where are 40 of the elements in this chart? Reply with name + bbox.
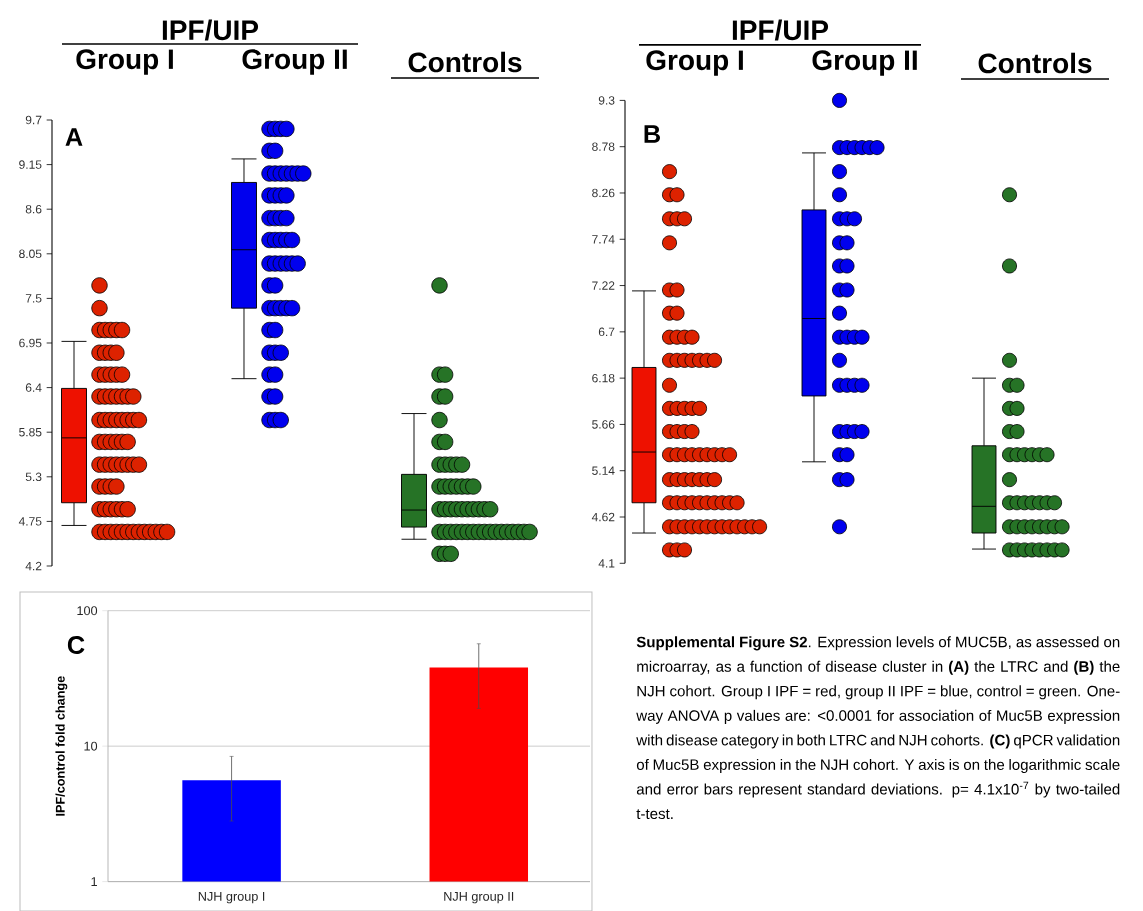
y-tick-label: 7.5 [25,294,42,303]
y-tick-label: 8.26 [592,188,615,198]
annotation: A [65,128,83,146]
y-tick-label: 6.18 [592,373,615,383]
x-tick-label: Group I [76,49,173,75]
annotation: B [644,125,661,143]
y-tick-label: 1 [91,877,97,886]
y-tick-label: 5.85 [19,427,42,437]
y-tick-label: 4.62 [591,512,615,522]
y-tick-label: 7.74 [592,235,615,244]
y-tick-label: 9.3 [598,96,615,105]
y-tick-label: 4.2 [25,561,42,571]
y-tick-label: 4.1 [598,559,615,568]
text: Supplemental Figure S2. Expression levels of MUC5B, as assessed on microarray, as a function of disease cluster in (A) the LTRC and (B) the NJH cohort. Group I IPF = red, group II IPF = blue, control = green. One-way ANOVA p values are: <0.0001 for association of Muc5B expression with disease category in both LTRC and NJH cohorts. (C) qPCR validation of Muc5B expression in the NJH cohort. Y axis is on the logarithmic scale and error bars represent standard deviations. p= 4.1x10$^{-7}$ by two-tailed t-test. [636,636,1120,820]
y-axis-title: IPF/control fold change [55,676,68,816]
y-tick-label: 5.3 [25,472,42,482]
y-tick-label: 8.05 [19,249,42,259]
y-tick-label: 7.22 [592,281,615,290]
x-tick-label: Group I [646,50,743,76]
y-tick-label: 100 [77,606,98,616]
y-tick-label: 9.7 [25,115,42,125]
y-tick-label: 5.14 [592,466,615,475]
y-tick-label: 8.6 [25,204,42,214]
y-tick-label: 6.4 [25,383,42,392]
x-tick-label: NJH group II [444,891,514,904]
y-tick-label: 9.15 [19,160,42,169]
y-tick-label: 5.66 [592,420,615,429]
x-tick-label: NJH group I [198,891,265,904]
text: IPF/UIP [732,19,829,41]
y-tick-label: 4.75 [18,517,42,526]
y-tick-label: 6.95 [19,338,42,348]
x-tick-label: Controls [978,52,1092,74]
y-tick-label: 10 [84,741,98,751]
x-tick-label: Group II [812,50,917,76]
x-tick-label: Group II [242,49,347,75]
text: C [67,636,85,654]
y-tick-label: 8.78 [592,142,615,151]
text: IPF/UIP [162,19,259,41]
y-tick-label: 6.7 [598,327,615,337]
x-tick-label: Controls [408,51,522,73]
